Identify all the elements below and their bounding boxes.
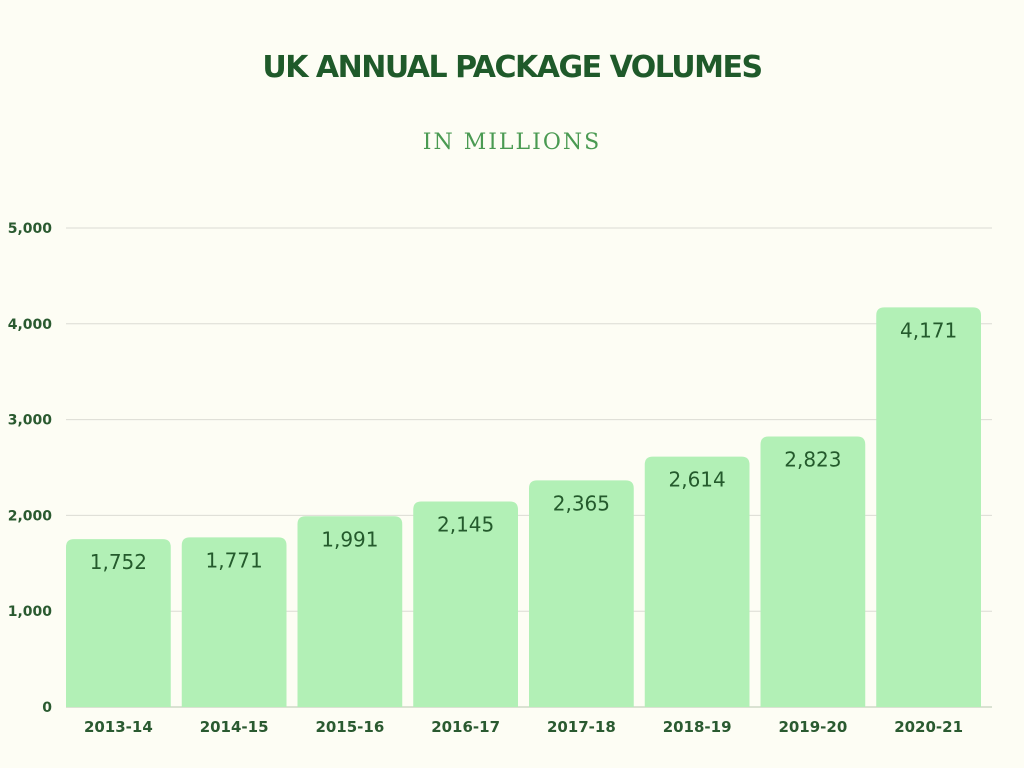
y-tick-label: 1,000 — [8, 604, 53, 620]
x-tick-label: 2017-18 — [547, 718, 616, 736]
bar-2017-18 — [529, 480, 634, 707]
x-axis: 2013-14 2014-15 2015-16 2016-17 2017-18 2018-… — [84, 718, 963, 736]
data-label: 2,614 — [668, 468, 725, 492]
bar-2013-14 — [66, 539, 171, 707]
bar-2016-17 — [413, 501, 518, 707]
chart-title: UK ANNUAL PACKAGE VOLUMES — [262, 50, 763, 85]
y-tick-label: 5,000 — [8, 221, 53, 237]
y-tick-label: 2,000 — [8, 508, 53, 524]
data-label: 1,991 — [321, 527, 378, 551]
x-tick-label: 2019-20 — [778, 718, 847, 736]
bar-2020-21 — [876, 307, 981, 707]
bars: 1,752 1,771 1,991 2,145 2,365 2,614 2,823 4,171 — [66, 307, 981, 707]
y-axis: 0 1,000 2,000 3,000 4,000 5,000 — [8, 221, 53, 716]
bar-2015-16 — [297, 516, 403, 707]
x-tick-label: 2018-19 — [663, 718, 732, 736]
y-tick-label: 3,000 — [8, 413, 53, 429]
chart-subtitle: IN MILLIONS — [422, 130, 602, 155]
data-label: 2,823 — [784, 448, 841, 472]
x-tick-label: 2015-16 — [315, 718, 384, 736]
y-tick-label: 0 — [42, 700, 52, 716]
x-tick-label: 2020-21 — [894, 718, 963, 736]
bar-2019-20 — [760, 436, 866, 707]
y-tick-label: 4,000 — [8, 317, 53, 333]
data-label: 4,171 — [900, 318, 957, 342]
data-label: 2,365 — [553, 491, 610, 515]
bar-2018-19 — [644, 456, 750, 707]
x-tick-label: 2016-17 — [431, 718, 500, 736]
data-label: 2,145 — [437, 513, 494, 537]
data-label: 1,752 — [90, 550, 147, 574]
data-label: 1,771 — [205, 548, 262, 572]
x-tick-label: 2014-15 — [200, 718, 269, 736]
x-tick-label: 2013-14 — [84, 718, 153, 736]
bar-2014-15 — [181, 537, 287, 707]
